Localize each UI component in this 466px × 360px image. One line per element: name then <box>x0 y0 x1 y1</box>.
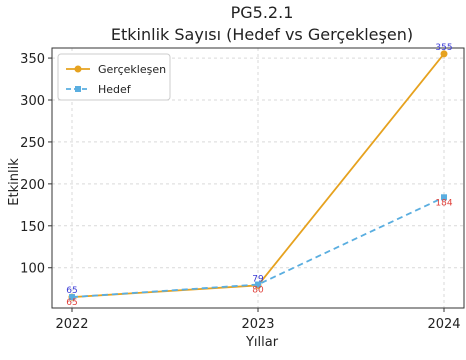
series-line <box>71 196 445 298</box>
data-label: 79 <box>252 274 264 284</box>
legend-label: Gerçekleşen <box>98 63 166 76</box>
y-tick-label: 350 <box>20 52 45 67</box>
y-tick-label: 150 <box>20 220 45 235</box>
data-point <box>69 294 75 301</box>
chart-title: PG5.2.1 <box>231 3 294 22</box>
data-label: 65 <box>66 286 77 296</box>
legend-marker <box>75 86 81 92</box>
data-point <box>440 50 448 58</box>
chart-subtitle: Etkinlik Sayısı (Hedef vs Gerçekleşen) <box>111 25 413 44</box>
x-tick-label: 2022 <box>55 317 88 332</box>
y-tick-label: 200 <box>20 178 45 193</box>
x-tick-label: 2023 <box>241 317 274 332</box>
legend-marker <box>74 65 82 73</box>
y-tick-label: 300 <box>20 94 45 109</box>
y-tick-label: 250 <box>20 136 45 151</box>
data-point <box>255 281 261 288</box>
y-tick-label: 100 <box>20 262 45 277</box>
data-label: 65 <box>66 298 77 308</box>
data-point <box>441 194 447 201</box>
data-label: 355 <box>435 43 452 53</box>
data-label: 80 <box>252 286 264 296</box>
plot-area: 100 150 200 250 300 350 2022 2023 2024 65 79 355 65 8… <box>20 43 465 332</box>
x-axis-label: Yıllar <box>245 335 279 350</box>
legend-label: Hedef <box>98 83 132 96</box>
data-label: 184 <box>435 198 452 208</box>
y-axis-label: Etkinlik <box>7 158 22 206</box>
x-tick-label: 2024 <box>427 317 460 332</box>
